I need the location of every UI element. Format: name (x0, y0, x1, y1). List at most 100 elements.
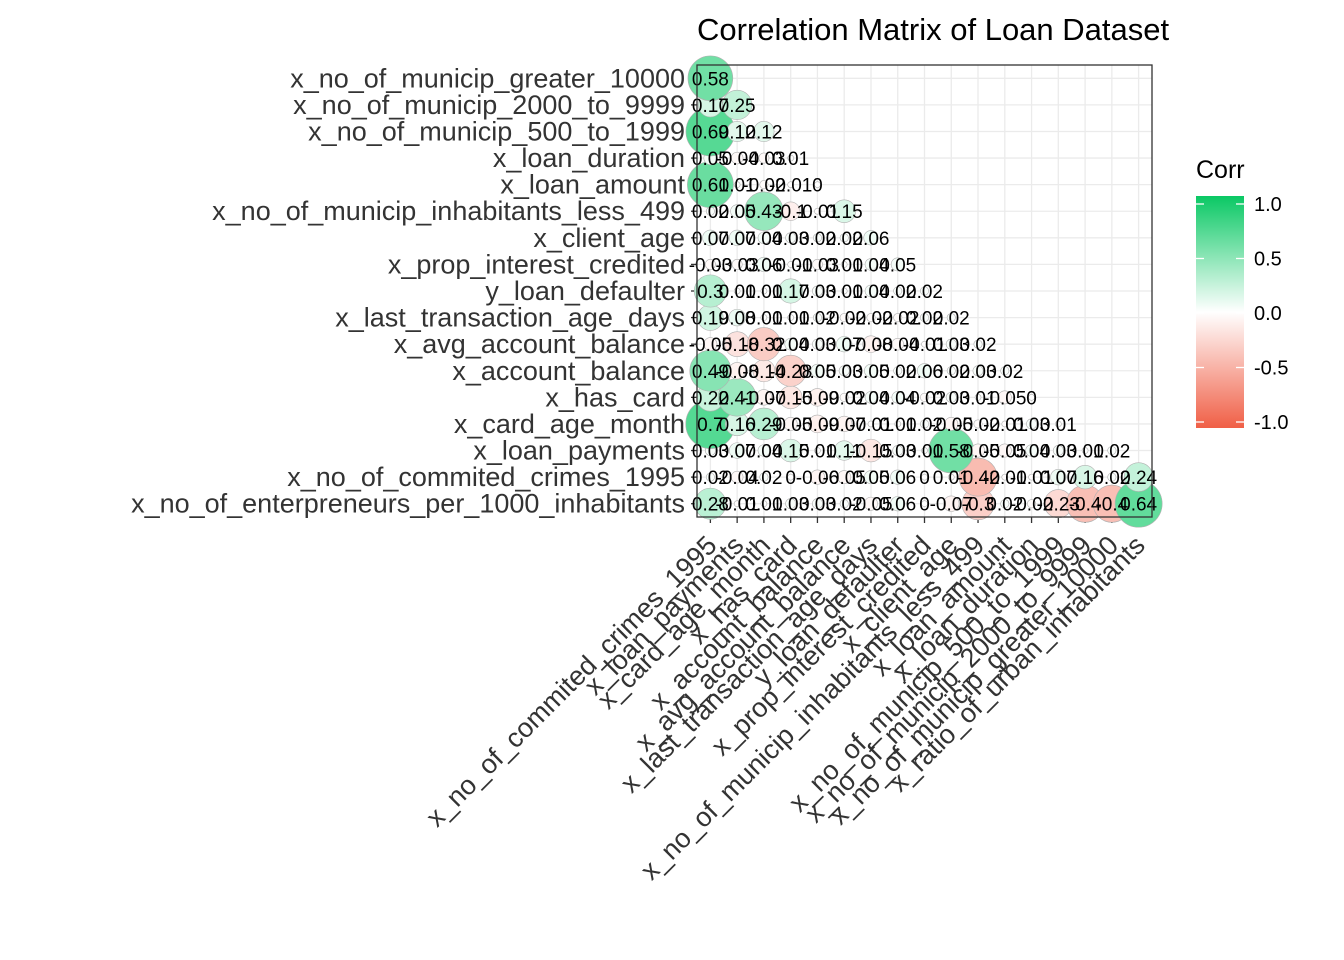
corr-circle (1028, 473, 1035, 481)
corr-value: 0.07 (1040, 468, 1077, 489)
corr-value: 0.02 (799, 229, 836, 250)
corr-value: -0.3 (962, 495, 995, 516)
corr-value: -0.02 (823, 388, 866, 409)
corr-circle (757, 444, 771, 457)
corr-value: 0 (919, 495, 930, 516)
corr-value: -0.32 (742, 335, 785, 356)
corr-circle (687, 55, 734, 102)
corr-circle (730, 470, 744, 484)
corr-value: 0.04 (1013, 442, 1050, 463)
corr-value: -0.05 (849, 495, 892, 516)
corr-value: 0.06 (879, 468, 916, 489)
corr-circle (893, 366, 903, 376)
corr-circle (997, 443, 1012, 458)
corr-value: 0.22 (692, 388, 729, 409)
corr-value: 0.01 (719, 176, 756, 197)
corr-value: 0.07 (719, 442, 756, 463)
corr-circle (973, 419, 983, 429)
corr-value: 0.03 (960, 362, 997, 383)
corr-circle (1028, 394, 1035, 401)
corr-circle (864, 363, 878, 378)
corr-value: -0.42 (956, 468, 999, 489)
corr-value: -0.01 (796, 202, 839, 223)
corr-circle (921, 447, 928, 454)
corr-value: -0.01 (849, 415, 892, 436)
corr-value: 0.19 (692, 309, 729, 330)
y-label-x-no-of-commited-crimes-1995: x_no_of_commited_crimes_1995 (287, 462, 685, 492)
corr-circle (747, 407, 781, 441)
corr-value: 0.3 (697, 282, 723, 303)
corr-value: 0 (812, 176, 823, 197)
corr-circle (840, 261, 848, 268)
corr-circle (1123, 462, 1154, 492)
corr-value: 0.02 (906, 282, 943, 303)
corr-circle (781, 201, 801, 221)
corr-value: 0.28 (692, 495, 729, 516)
corr-circle (837, 470, 852, 485)
corr-value: 0.41 (719, 388, 756, 409)
corr-circle (808, 388, 827, 407)
corr-value: -0.09 (796, 415, 839, 436)
y-label-x-no-of-municip-2000-to-9999: x_no_of_municip_2000_to_9999 (293, 90, 685, 120)
corr-circle (812, 285, 823, 297)
corr-circle (812, 498, 823, 510)
corr-value: 0.04 (745, 229, 782, 250)
corr-circle (839, 233, 849, 243)
x-axis-labels: x_no_of_commited_crimes_1995x_loan_payme… (420, 517, 1151, 886)
corr-value: -0.1 (774, 202, 807, 223)
corr-value: 0.02 (799, 309, 836, 330)
corr-value: -0.05 (823, 468, 866, 489)
y-label-x-loan-amount: x_loan_amount (500, 170, 685, 200)
corr-value: -0.06 (796, 468, 839, 489)
corr-circle (730, 151, 744, 165)
corr-circle (733, 500, 741, 508)
corr-value: 0.02 (692, 468, 729, 489)
y-label-y-loan-defaulter: y_loan_defaulter (485, 276, 685, 306)
corr-value: -0.09 (796, 388, 839, 409)
corr-value: 0.08 (719, 309, 756, 330)
y-label-x-client-age: x_client_age (533, 223, 685, 253)
corr-circle (839, 313, 849, 323)
y-label-x-card-age-month: x_card_age_month (454, 409, 685, 439)
corr-circle (973, 339, 983, 349)
corr-value: -0.02 (956, 415, 999, 436)
corr-circle (892, 445, 904, 456)
corr-value: -0.4 (1069, 495, 1102, 516)
corr-circle (812, 313, 822, 323)
corr-value: 0.17 (772, 282, 809, 303)
corr-value: -0.01 (715, 495, 758, 516)
corr-value: -0.03 (689, 255, 732, 276)
corr-circle (890, 257, 905, 272)
corr-value: -0.02 (903, 388, 946, 409)
corr-value: -0.14 (742, 362, 786, 383)
corr-value: 0.05 (852, 468, 889, 489)
corr-circle (760, 287, 768, 295)
y-label-x-prop-interest-credited: x_prop_interest_credited (388, 249, 685, 279)
corr-circle (812, 338, 823, 350)
corr-circle (778, 438, 803, 463)
corr-circle (839, 499, 849, 509)
corr-value: -0.02 (823, 309, 866, 330)
corr-value: 0.04 (852, 388, 889, 409)
corr-value: -0.07 (823, 415, 866, 436)
corr-value: 0.02 (906, 309, 943, 330)
corr-value: 0.01 (745, 495, 782, 516)
y-label-x-last-transaction-age-days: x_last_transaction_age_days (335, 303, 685, 333)
corr-circle (783, 417, 798, 431)
y-label-x-no-of-municip-greater-10000: x_no_of_municip_greater_10000 (290, 63, 685, 93)
corr-value: 0.01 (745, 309, 782, 330)
corr-value: 0.7 (697, 415, 723, 436)
corr-circle (946, 366, 956, 376)
corr-circle (867, 420, 875, 428)
corr-value: 0.69 (692, 122, 729, 143)
corr-circle (1107, 472, 1117, 482)
corr-circle (891, 391, 904, 404)
corr-value: 0.01 (745, 282, 782, 303)
corr-value: -0.04 (876, 335, 920, 356)
corr-value: 0.03 (772, 495, 809, 516)
legend: Corr 1.0 0.5 0.0 -0.5 -1.0 (1196, 156, 1288, 434)
corr-value: 0.12 (745, 122, 782, 143)
corr-value: 0.43 (745, 202, 782, 223)
corr-value: -0.08 (715, 362, 758, 383)
